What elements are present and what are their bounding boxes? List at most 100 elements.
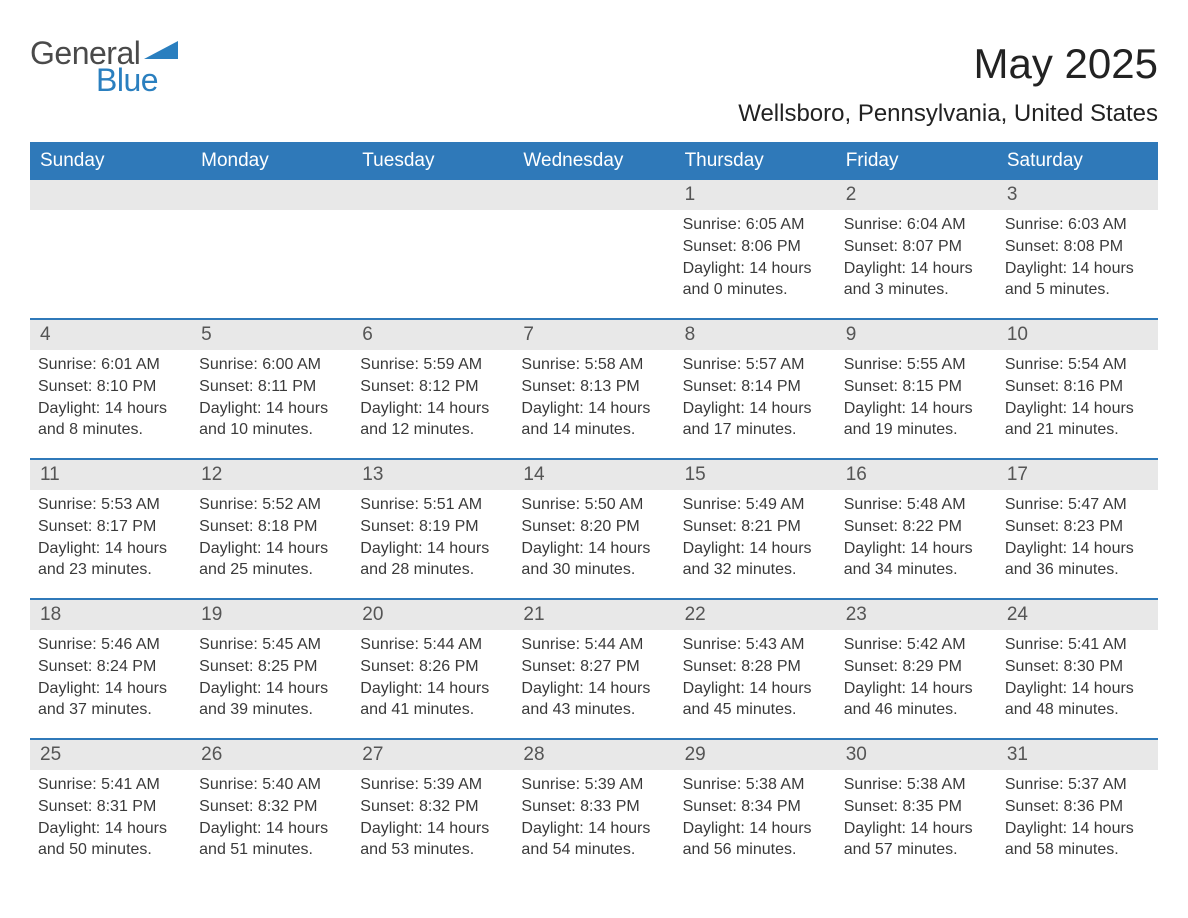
calendar-day: 18Sunrise: 5:46 AMSunset: 8:24 PMDayligh… <box>30 600 191 738</box>
sunrise-text: Sunrise: 5:52 AM <box>199 494 344 516</box>
sunrise-text: Sunrise: 6:03 AM <box>1005 214 1150 236</box>
sunrise-text: Sunrise: 5:51 AM <box>360 494 505 516</box>
calendar-day: 13Sunrise: 5:51 AMSunset: 8:19 PMDayligh… <box>352 460 513 598</box>
weekday-label: Monday <box>191 142 352 180</box>
sunrise-text: Sunrise: 5:48 AM <box>844 494 989 516</box>
sunset-text: Sunset: 8:07 PM <box>844 236 989 258</box>
sunset-text: Sunset: 8:15 PM <box>844 376 989 398</box>
daylight-text: Daylight: 14 hours and 30 minutes. <box>521 538 666 581</box>
day-number <box>513 180 674 210</box>
day-number: 21 <box>513 600 674 630</box>
sunrise-text: Sunrise: 5:44 AM <box>360 634 505 656</box>
daylight-text: Daylight: 14 hours and 23 minutes. <box>38 538 183 581</box>
day-number: 18 <box>30 600 191 630</box>
weekday-label: Thursday <box>675 142 836 180</box>
day-number: 5 <box>191 320 352 350</box>
daylight-text: Daylight: 14 hours and 41 minutes. <box>360 678 505 721</box>
day-body: Sunrise: 5:45 AMSunset: 8:25 PMDaylight:… <box>191 630 352 726</box>
calendar-day: 20Sunrise: 5:44 AMSunset: 8:26 PMDayligh… <box>352 600 513 738</box>
sunrise-text: Sunrise: 5:40 AM <box>199 774 344 796</box>
sunset-text: Sunset: 8:18 PM <box>199 516 344 538</box>
day-number: 12 <box>191 460 352 490</box>
calendar-day: 15Sunrise: 5:49 AMSunset: 8:21 PMDayligh… <box>675 460 836 598</box>
sunset-text: Sunset: 8:12 PM <box>360 376 505 398</box>
calendar-day: 14Sunrise: 5:50 AMSunset: 8:20 PMDayligh… <box>513 460 674 598</box>
calendar-day <box>352 180 513 318</box>
daylight-text: Daylight: 14 hours and 34 minutes. <box>844 538 989 581</box>
day-body: Sunrise: 5:39 AMSunset: 8:32 PMDaylight:… <box>352 770 513 866</box>
daylight-text: Daylight: 14 hours and 50 minutes. <box>38 818 183 861</box>
day-number <box>30 180 191 210</box>
day-number: 7 <box>513 320 674 350</box>
sunset-text: Sunset: 8:34 PM <box>683 796 828 818</box>
day-number <box>352 180 513 210</box>
day-body: Sunrise: 5:48 AMSunset: 8:22 PMDaylight:… <box>836 490 997 586</box>
sunset-text: Sunset: 8:31 PM <box>38 796 183 818</box>
sunrise-text: Sunrise: 5:54 AM <box>1005 354 1150 376</box>
sunset-text: Sunset: 8:27 PM <box>521 656 666 678</box>
daylight-text: Daylight: 14 hours and 0 minutes. <box>683 258 828 301</box>
calendar-week: 4Sunrise: 6:01 AMSunset: 8:10 PMDaylight… <box>30 318 1158 458</box>
daylight-text: Daylight: 14 hours and 45 minutes. <box>683 678 828 721</box>
daylight-text: Daylight: 14 hours and 8 minutes. <box>38 398 183 441</box>
sunset-text: Sunset: 8:29 PM <box>844 656 989 678</box>
day-body: Sunrise: 5:51 AMSunset: 8:19 PMDaylight:… <box>352 490 513 586</box>
day-number: 3 <box>997 180 1158 210</box>
day-number: 16 <box>836 460 997 490</box>
weekday-label: Sunday <box>30 142 191 180</box>
sunrise-text: Sunrise: 6:05 AM <box>683 214 828 236</box>
calendar-day: 1Sunrise: 6:05 AMSunset: 8:06 PMDaylight… <box>675 180 836 318</box>
calendar-day: 31Sunrise: 5:37 AMSunset: 8:36 PMDayligh… <box>997 740 1158 878</box>
sunset-text: Sunset: 8:26 PM <box>360 656 505 678</box>
calendar-day: 8Sunrise: 5:57 AMSunset: 8:14 PMDaylight… <box>675 320 836 458</box>
sunrise-text: Sunrise: 6:00 AM <box>199 354 344 376</box>
daylight-text: Daylight: 14 hours and 10 minutes. <box>199 398 344 441</box>
calendar-week: 18Sunrise: 5:46 AMSunset: 8:24 PMDayligh… <box>30 598 1158 738</box>
daylight-text: Daylight: 14 hours and 58 minutes. <box>1005 818 1150 861</box>
day-number: 25 <box>30 740 191 770</box>
day-body: Sunrise: 5:43 AMSunset: 8:28 PMDaylight:… <box>675 630 836 726</box>
daylight-text: Daylight: 14 hours and 28 minutes. <box>360 538 505 581</box>
day-body: Sunrise: 5:41 AMSunset: 8:30 PMDaylight:… <box>997 630 1158 726</box>
day-number: 10 <box>997 320 1158 350</box>
daylight-text: Daylight: 14 hours and 5 minutes. <box>1005 258 1150 301</box>
daylight-text: Daylight: 14 hours and 43 minutes. <box>521 678 666 721</box>
day-number: 1 <box>675 180 836 210</box>
sunset-text: Sunset: 8:32 PM <box>360 796 505 818</box>
sunset-text: Sunset: 8:23 PM <box>1005 516 1150 538</box>
sunset-text: Sunset: 8:08 PM <box>1005 236 1150 258</box>
day-number: 6 <box>352 320 513 350</box>
sunset-text: Sunset: 8:10 PM <box>38 376 183 398</box>
day-number: 20 <box>352 600 513 630</box>
day-body: Sunrise: 5:37 AMSunset: 8:36 PMDaylight:… <box>997 770 1158 866</box>
daylight-text: Daylight: 14 hours and 51 minutes. <box>199 818 344 861</box>
sunrise-text: Sunrise: 5:38 AM <box>683 774 828 796</box>
sunset-text: Sunset: 8:19 PM <box>360 516 505 538</box>
day-number: 30 <box>836 740 997 770</box>
sunrise-text: Sunrise: 5:59 AM <box>360 354 505 376</box>
calendar-day <box>513 180 674 318</box>
day-number: 31 <box>997 740 1158 770</box>
day-body: Sunrise: 5:58 AMSunset: 8:13 PMDaylight:… <box>513 350 674 446</box>
day-body: Sunrise: 5:50 AMSunset: 8:20 PMDaylight:… <box>513 490 674 586</box>
sunrise-text: Sunrise: 5:45 AM <box>199 634 344 656</box>
day-body: Sunrise: 5:53 AMSunset: 8:17 PMDaylight:… <box>30 490 191 586</box>
calendar-week: 11Sunrise: 5:53 AMSunset: 8:17 PMDayligh… <box>30 458 1158 598</box>
day-body: Sunrise: 5:42 AMSunset: 8:29 PMDaylight:… <box>836 630 997 726</box>
sunrise-text: Sunrise: 5:47 AM <box>1005 494 1150 516</box>
day-number: 23 <box>836 600 997 630</box>
calendar-day: 4Sunrise: 6:01 AMSunset: 8:10 PMDaylight… <box>30 320 191 458</box>
calendar-day: 27Sunrise: 5:39 AMSunset: 8:32 PMDayligh… <box>352 740 513 878</box>
calendar-day: 30Sunrise: 5:38 AMSunset: 8:35 PMDayligh… <box>836 740 997 878</box>
sunrise-text: Sunrise: 5:46 AM <box>38 634 183 656</box>
daylight-text: Daylight: 14 hours and 12 minutes. <box>360 398 505 441</box>
sunset-text: Sunset: 8:30 PM <box>1005 656 1150 678</box>
header-row: General Blue May 2025 <box>30 40 1158 94</box>
day-body: Sunrise: 5:44 AMSunset: 8:26 PMDaylight:… <box>352 630 513 726</box>
daylight-text: Daylight: 14 hours and 36 minutes. <box>1005 538 1150 581</box>
calendar-day: 9Sunrise: 5:55 AMSunset: 8:15 PMDaylight… <box>836 320 997 458</box>
day-number: 11 <box>30 460 191 490</box>
day-body: Sunrise: 6:00 AMSunset: 8:11 PMDaylight:… <box>191 350 352 446</box>
weeks-container: 1Sunrise: 6:05 AMSunset: 8:06 PMDaylight… <box>30 180 1158 878</box>
sunset-text: Sunset: 8:17 PM <box>38 516 183 538</box>
